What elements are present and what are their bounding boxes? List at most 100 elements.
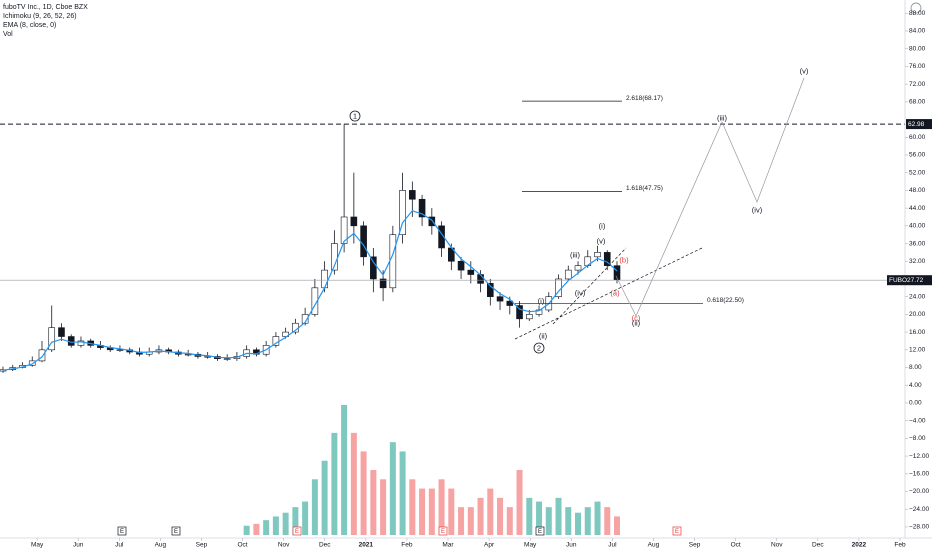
fib-label: 1.618(47.75) — [626, 185, 663, 192]
candle-body — [321, 269, 328, 289]
x-tick-label: 2021 — [359, 542, 374, 549]
volume-bar — [272, 516, 279, 535]
x-tick-label: Apr — [484, 542, 495, 549]
volume-bar — [360, 451, 367, 535]
x-tick-label: Nov — [771, 542, 783, 549]
x-tick-label: Dec — [319, 542, 331, 549]
y-tick-label: 48.00 — [909, 187, 926, 194]
wave-label: (v) — [800, 66, 809, 75]
x-tick-label: Jun — [73, 542, 84, 549]
candle-body — [389, 234, 397, 289]
candle-body — [116, 349, 124, 351]
candle-body — [67, 336, 75, 346]
candle-body — [516, 305, 523, 320]
volume-bar — [399, 451, 406, 535]
wave-label: (ii) — [539, 331, 548, 340]
x-tick-label: Feb — [894, 542, 906, 549]
volume-bar — [526, 497, 533, 535]
trendline — [552, 247, 627, 325]
price-axis-bg — [905, 0, 932, 550]
earnings-label: E — [538, 529, 542, 535]
y-tick-label: −12.00 — [909, 453, 929, 460]
settings-icon[interactable] — [910, 2, 922, 14]
y-tick-label: 12.00 — [909, 347, 926, 354]
wave-label: (a) — [610, 288, 620, 297]
volume-bar — [604, 507, 611, 535]
y-tick-label: 76.00 — [909, 63, 926, 70]
volume-bar — [545, 507, 552, 535]
x-tick-label: 2022 — [852, 542, 867, 549]
earnings-marker — [117, 526, 127, 536]
candle-body — [496, 296, 504, 302]
y-tick-label: −24.00 — [909, 506, 929, 513]
earnings-marker — [438, 526, 448, 536]
wave-label: (i) — [538, 296, 545, 305]
wave-label: (iv) — [575, 288, 586, 297]
y-tick-label: −16.00 — [909, 471, 929, 478]
volume-bar — [506, 507, 513, 535]
volume-bar — [594, 501, 601, 535]
volume-bar — [575, 512, 582, 535]
x-tick-label: Aug — [155, 542, 167, 549]
wave-label: 2 — [537, 343, 541, 352]
candle-body — [223, 358, 231, 360]
x-tick-label: Oct — [731, 542, 741, 549]
wave-label: (c) — [632, 313, 641, 322]
wave-label: 1 — [353, 111, 357, 120]
symbol-label: FUBO — [889, 277, 907, 284]
candle-body — [487, 283, 494, 297]
volume-bar — [584, 507, 591, 535]
candle-body — [370, 256, 377, 280]
candle-body — [204, 356, 211, 358]
volume-bar — [438, 479, 445, 535]
x-tick-label: Jul — [608, 542, 617, 549]
indicator-label: EMA (8, close, 0) — [3, 22, 56, 29]
volume-bar — [253, 523, 260, 535]
candle-body — [428, 216, 436, 227]
candle-body — [594, 252, 601, 258]
y-tick-label: 88.00 — [909, 10, 926, 17]
volume-bar — [331, 432, 338, 535]
price-label-bg — [887, 275, 932, 286]
x-tick-label: Sep — [689, 542, 701, 549]
y-tick-label: 56.00 — [909, 152, 926, 159]
level-label: 62.98 — [908, 121, 925, 128]
x-tick-label: Jul — [115, 542, 124, 549]
candle-body — [603, 252, 611, 266]
y-tick-label: 0.00 — [909, 400, 922, 407]
candle-body — [38, 349, 46, 362]
x-tick-label: Nov — [278, 542, 290, 549]
wave-circle — [533, 342, 545, 354]
x-tick-label: Oct — [237, 542, 247, 549]
candle-body — [409, 190, 416, 200]
earnings-marker — [535, 526, 545, 536]
earnings-label: E — [295, 529, 299, 535]
y-tick-label: 24.00 — [909, 293, 926, 300]
x-tick-label: May — [524, 542, 537, 549]
volume-bar — [243, 525, 250, 535]
y-tick-label: −20.00 — [909, 488, 929, 495]
x-tick-label: Dec — [812, 542, 824, 549]
candle-body — [28, 360, 36, 366]
candle-body — [525, 314, 533, 320]
x-tick-label: Feb — [401, 542, 413, 549]
candle-body — [350, 216, 358, 227]
volume-bar — [389, 442, 396, 535]
volume-bar — [555, 497, 562, 535]
earnings-label: E — [675, 529, 679, 535]
candle-body — [574, 265, 582, 271]
candle-body — [48, 327, 56, 351]
earnings-label: E — [174, 529, 178, 535]
y-tick-label: 40.00 — [909, 223, 926, 230]
wave-label: (v) — [597, 236, 606, 245]
candle-body — [418, 198, 426, 218]
earnings-marker — [672, 526, 682, 536]
y-tick-label: 4.00 — [909, 382, 922, 389]
volume-bar — [477, 497, 484, 535]
candle-body — [379, 278, 387, 289]
candle-body — [535, 309, 543, 315]
candle-body — [438, 225, 445, 249]
volume-bar — [380, 479, 387, 535]
